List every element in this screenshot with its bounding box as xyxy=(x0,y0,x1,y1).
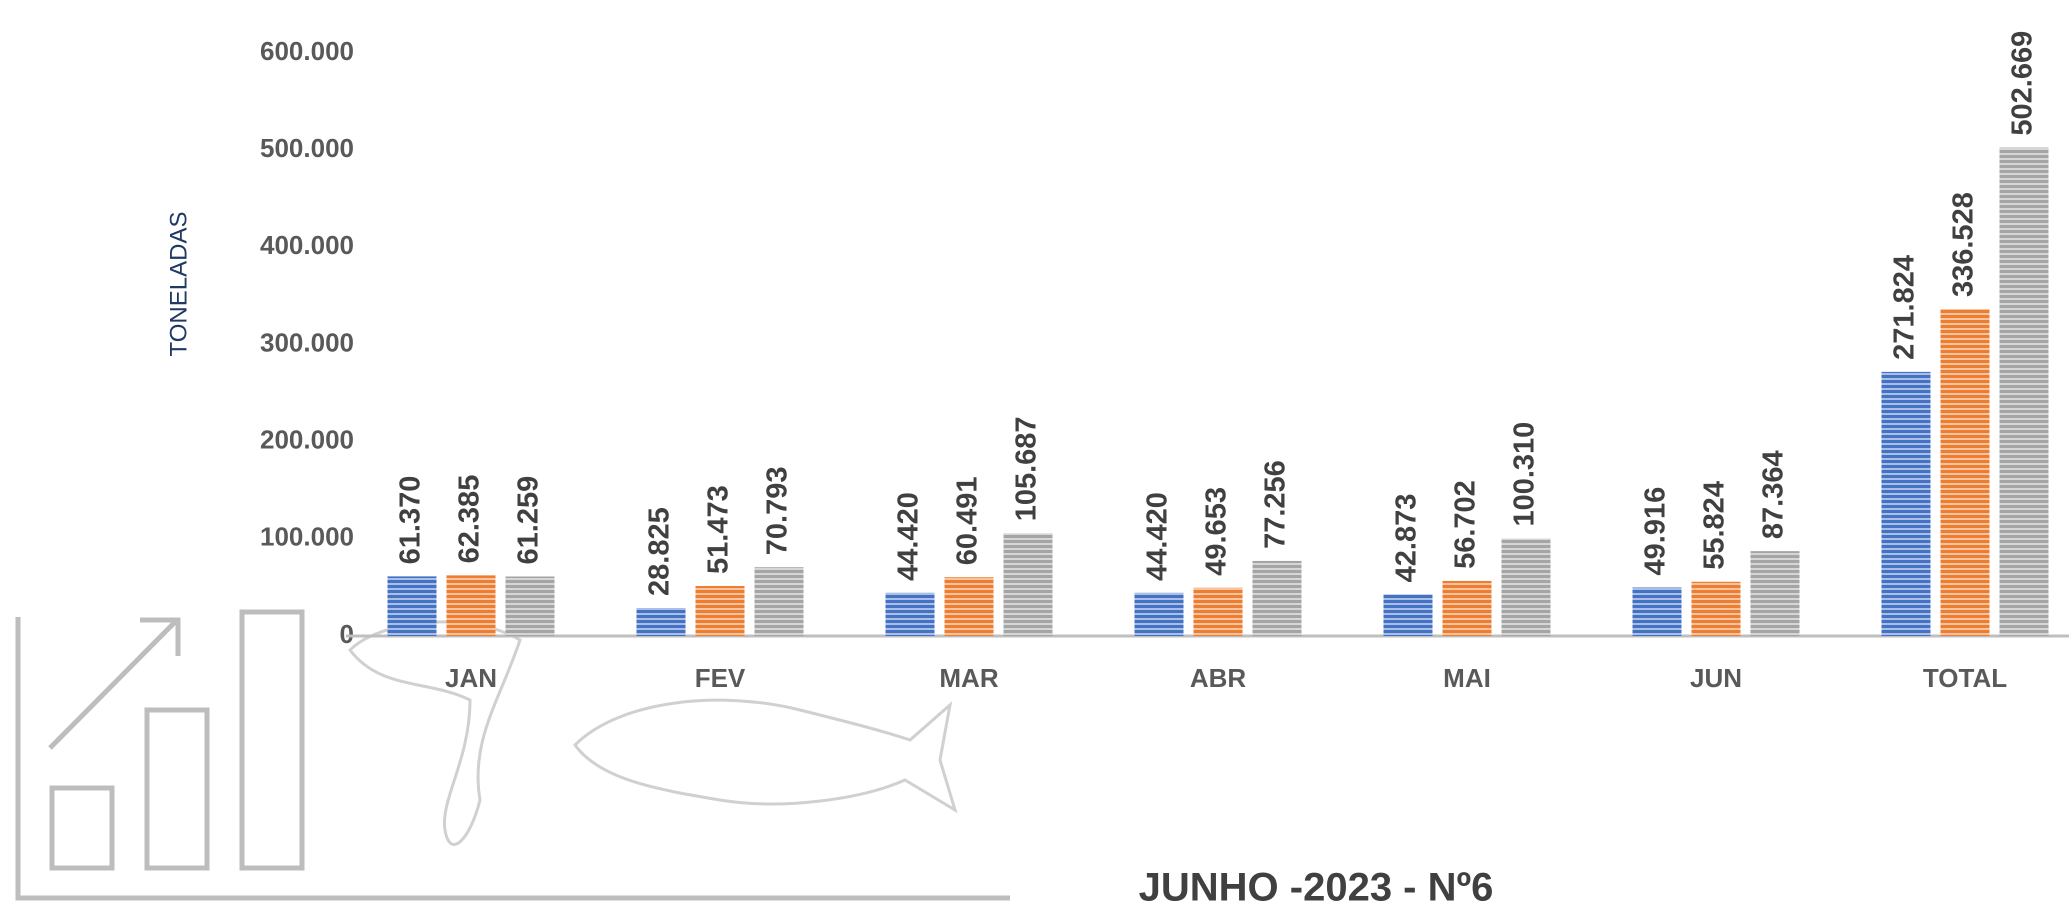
footer: JUNHO -2023 - Nº6 xyxy=(1139,866,1494,904)
fish xyxy=(573,698,958,814)
data-label: 55.824 xyxy=(1699,481,1731,570)
decoration xyxy=(15,609,1010,901)
bar xyxy=(1881,371,1931,636)
bar xyxy=(505,576,555,636)
data-label: 271.824 xyxy=(1889,255,1921,360)
bar xyxy=(446,575,496,636)
data-label: 51.473 xyxy=(703,485,735,574)
x-tick-label: JUN xyxy=(1690,663,1742,693)
bar xyxy=(754,567,804,636)
data-label: 56.702 xyxy=(1450,480,1482,569)
bar xyxy=(944,577,994,636)
data-label: 60.491 xyxy=(952,477,984,566)
data-label: 61.370 xyxy=(395,476,427,565)
x-tick-label: MAI xyxy=(1443,663,1491,693)
data-label: 49.653 xyxy=(1201,487,1233,576)
y-tick-label: 600.000 xyxy=(260,36,354,66)
icon-bar xyxy=(49,785,115,871)
bar xyxy=(1134,592,1184,636)
icon-arrow xyxy=(48,617,181,750)
y-axis-title: TONELADAS xyxy=(165,212,192,357)
bar xyxy=(1632,587,1682,636)
x-tick-label: JAN xyxy=(445,663,497,693)
y-tick-label: 0 xyxy=(340,619,354,649)
icon-bar xyxy=(239,609,305,871)
bar xyxy=(1999,147,2049,636)
y-tick-label: 500.000 xyxy=(260,133,354,163)
bar xyxy=(1193,587,1243,636)
x-tick-label: TOTAL xyxy=(1923,663,2007,693)
y-tick-label: 400.000 xyxy=(260,230,354,260)
data-label: 42.873 xyxy=(1391,494,1423,583)
bar xyxy=(1501,538,1551,636)
data-label: 44.420 xyxy=(893,492,925,581)
bar xyxy=(1750,551,1800,636)
icon-bar xyxy=(144,707,210,871)
bar xyxy=(1252,560,1302,636)
data-label: 336.528 xyxy=(1948,192,1980,297)
x-tick-label: MAR xyxy=(939,663,998,693)
bar xyxy=(695,585,745,636)
data-label: 77.256 xyxy=(1260,460,1292,549)
y-tick-label: 200.000 xyxy=(260,425,354,455)
data-label: 502.669 xyxy=(2007,31,2039,136)
bar xyxy=(1442,580,1492,636)
data-label: 105.687 xyxy=(1011,416,1043,521)
y-tick-label: 100.000 xyxy=(260,522,354,552)
icon-frame xyxy=(15,617,1010,901)
y-tick-label: 300.000 xyxy=(260,327,354,357)
data-label: 100.310 xyxy=(1509,422,1541,527)
x-tick-label: FEV xyxy=(695,663,746,693)
bar xyxy=(636,607,686,636)
data-label: 49.916 xyxy=(1640,487,1672,576)
data-label: 87.364 xyxy=(1758,450,1790,539)
data-label: 28.825 xyxy=(644,507,676,596)
data-label: 61.259 xyxy=(513,476,545,565)
data-label: 44.420 xyxy=(1142,492,1174,581)
bar xyxy=(387,576,437,636)
bar xyxy=(885,592,935,636)
data-label: 70.793 xyxy=(762,467,794,556)
bar xyxy=(1383,594,1433,636)
bar xyxy=(1691,581,1741,636)
x-tick-label: ABR xyxy=(1190,663,1247,693)
shrimp xyxy=(348,620,522,846)
data-label: 62.385 xyxy=(454,475,486,564)
bar xyxy=(1940,309,1990,636)
bar xyxy=(1003,533,1053,636)
